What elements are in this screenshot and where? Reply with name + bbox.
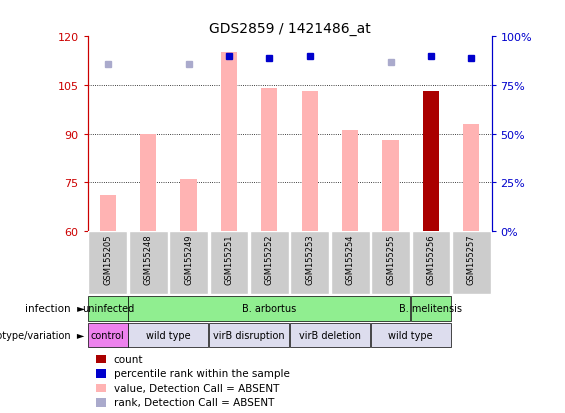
Bar: [331, 232, 370, 294]
Bar: [371, 323, 451, 348]
Text: control: control: [91, 330, 125, 340]
Text: GSM155253: GSM155253: [305, 234, 314, 284]
Bar: [463, 125, 480, 231]
Text: value, Detection Call = ABSENT: value, Detection Call = ABSENT: [114, 383, 279, 393]
Text: infection  ►: infection ►: [25, 304, 85, 314]
Bar: [140, 134, 157, 231]
Bar: [423, 92, 439, 231]
Text: virB disruption: virB disruption: [214, 330, 285, 340]
Text: wild type: wild type: [389, 330, 433, 340]
Text: GSM155255: GSM155255: [386, 234, 395, 284]
Text: GSM155251: GSM155251: [224, 234, 233, 284]
Title: GDS2859 / 1421486_at: GDS2859 / 1421486_at: [208, 22, 371, 36]
Bar: [95, 355, 106, 363]
Bar: [180, 180, 197, 231]
Bar: [221, 53, 237, 231]
Text: GSM155249: GSM155249: [184, 234, 193, 284]
Bar: [411, 232, 450, 294]
Bar: [452, 232, 491, 294]
Text: GSM155257: GSM155257: [467, 234, 476, 284]
Bar: [290, 323, 370, 348]
Bar: [99, 196, 116, 231]
Bar: [383, 141, 399, 231]
Bar: [302, 92, 318, 231]
Text: GSM155252: GSM155252: [265, 234, 274, 284]
Bar: [128, 323, 208, 348]
Bar: [169, 232, 208, 294]
Text: GSM155205: GSM155205: [103, 234, 112, 284]
Bar: [88, 323, 128, 348]
Text: GSM155254: GSM155254: [346, 234, 355, 284]
Text: B. melitensis: B. melitensis: [399, 303, 463, 313]
Bar: [261, 89, 277, 231]
Bar: [129, 232, 168, 294]
Bar: [95, 384, 106, 392]
Bar: [95, 398, 106, 407]
Bar: [209, 323, 289, 348]
Bar: [411, 297, 451, 321]
Text: wild type: wild type: [146, 330, 190, 340]
Bar: [371, 232, 410, 294]
Text: GSM155256: GSM155256: [427, 234, 436, 284]
Bar: [95, 369, 106, 378]
Text: percentile rank within the sample: percentile rank within the sample: [114, 368, 290, 379]
Text: virB deletion: virB deletion: [299, 330, 361, 340]
Text: genotype/variation  ►: genotype/variation ►: [0, 330, 85, 341]
Text: uninfected: uninfected: [82, 303, 134, 313]
Bar: [342, 131, 358, 231]
Text: B. arbortus: B. arbortus: [242, 303, 297, 313]
Bar: [88, 232, 127, 294]
Bar: [128, 297, 410, 321]
Text: count: count: [114, 354, 144, 364]
Text: rank, Detection Call = ABSENT: rank, Detection Call = ABSENT: [114, 397, 274, 408]
Bar: [250, 232, 289, 294]
Text: GSM155248: GSM155248: [144, 234, 153, 284]
Bar: [210, 232, 249, 294]
Bar: [290, 232, 329, 294]
Bar: [88, 297, 128, 321]
